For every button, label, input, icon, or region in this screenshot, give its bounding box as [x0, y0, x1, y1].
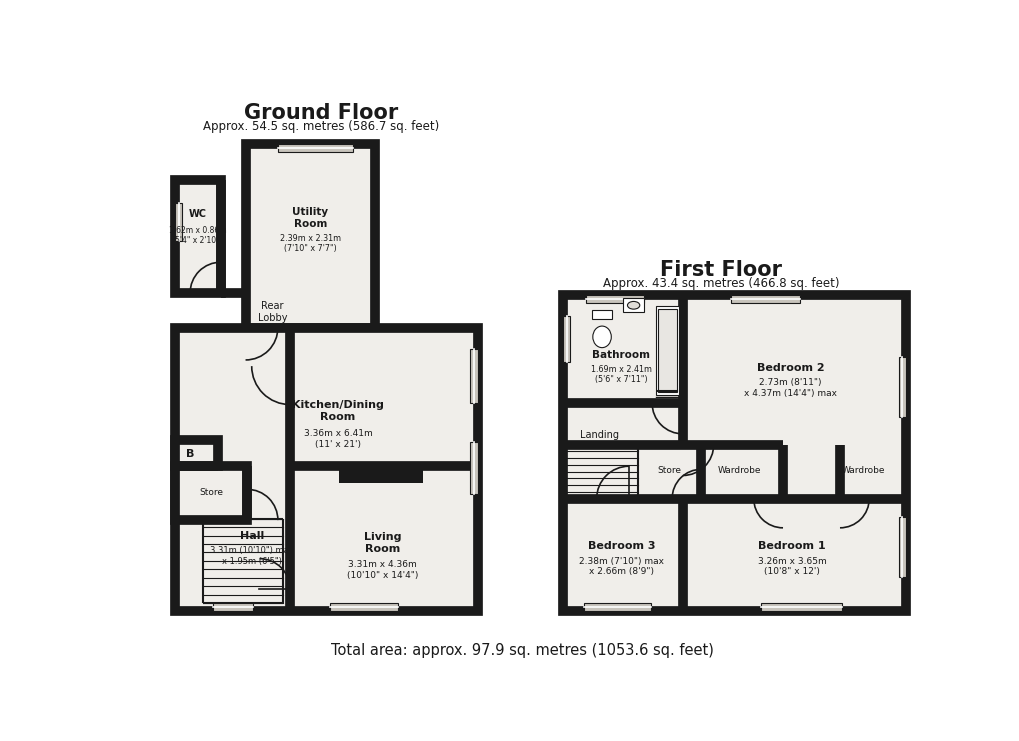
Bar: [730, 295, 799, 303]
Text: Store: Store: [199, 488, 223, 497]
Text: Kitchen/Dining
Room: Kitchen/Dining Room: [291, 400, 383, 422]
Bar: [898, 517, 905, 577]
Text: B: B: [185, 449, 194, 459]
Text: Bedroom 1: Bedroom 1: [758, 541, 825, 551]
Text: 3.31m (10'10") max
x 1.95m (6'5"): 3.31m (10'10") max x 1.95m (6'5"): [210, 546, 293, 565]
Text: Approx. 54.5 sq. metres (586.7 sq. feet): Approx. 54.5 sq. metres (586.7 sq. feet): [203, 120, 439, 133]
Ellipse shape: [592, 326, 610, 348]
Bar: [213, 603, 253, 611]
Text: Landing: Landing: [580, 431, 619, 440]
Bar: [591, 310, 611, 319]
Bar: [277, 144, 353, 152]
Bar: [585, 295, 644, 303]
Text: Wardrobe: Wardrobe: [717, 466, 761, 475]
Text: First Floor: First Floor: [659, 260, 782, 280]
Bar: [470, 442, 478, 494]
Text: Living
Room: Living Room: [364, 533, 400, 554]
Bar: [761, 603, 842, 611]
Text: 3.36m x 6.41m
(11' x 21'): 3.36m x 6.41m (11' x 21'): [304, 429, 372, 448]
Text: Wardrobe: Wardrobe: [841, 466, 883, 475]
Text: 2.39m x 2.31m
(7'10" x 7'7"): 2.39m x 2.31m (7'10" x 7'7"): [279, 233, 340, 253]
Bar: [174, 466, 247, 520]
Bar: [330, 603, 397, 611]
Text: WC: WC: [189, 210, 207, 219]
Bar: [898, 357, 905, 417]
Text: 1.69m x 2.41m
(5'6" x 7'11"): 1.69m x 2.41m (5'6" x 7'11"): [590, 365, 651, 384]
Text: 1.62m x 0.86m
(5'4" x 2'10"): 1.62m x 0.86m (5'4" x 2'10"): [169, 226, 226, 245]
Bar: [174, 440, 218, 466]
Text: Bedroom 3: Bedroom 3: [587, 541, 654, 551]
Text: Bathroom: Bathroom: [592, 350, 650, 359]
Text: 3.26m x 3.65m
(10'8" x 12'): 3.26m x 3.65m (10'8" x 12'): [757, 557, 825, 576]
Text: Hall: Hall: [239, 531, 264, 540]
Bar: [174, 328, 478, 611]
Text: Rear
Lobby: Rear Lobby: [258, 302, 287, 323]
Ellipse shape: [627, 302, 639, 309]
Text: Store: Store: [656, 466, 681, 475]
Bar: [562, 316, 570, 362]
Bar: [655, 306, 679, 396]
Bar: [562, 295, 905, 611]
Text: 2.73m (8'11")
x 4.37m (14'4") max: 2.73m (8'11") x 4.37m (14'4") max: [744, 379, 837, 398]
Text: 3.31m x 4.36m
(10'10" x 14'4"): 3.31m x 4.36m (10'10" x 14'4"): [346, 560, 418, 579]
Text: Total area: approx. 97.9 sq. metres (1053.6 sq. feet): Total area: approx. 97.9 sq. metres (105…: [331, 643, 713, 658]
Text: Utility
Room: Utility Room: [291, 207, 328, 229]
Bar: [339, 466, 422, 483]
Text: Ground Floor: Ground Floor: [244, 103, 397, 123]
Bar: [657, 309, 676, 392]
Text: 2.38m (7'10") max
x 2.66m (8'9"): 2.38m (7'10") max x 2.66m (8'9"): [578, 557, 663, 576]
Bar: [623, 299, 644, 312]
Text: Approx. 43.4 sq. metres (466.8 sq. feet): Approx. 43.4 sq. metres (466.8 sq. feet): [602, 277, 839, 290]
Bar: [174, 203, 182, 242]
Bar: [246, 144, 375, 328]
Text: Bedroom 2: Bedroom 2: [756, 362, 823, 373]
Bar: [584, 603, 650, 611]
Bar: [174, 180, 221, 293]
Bar: [470, 349, 478, 403]
